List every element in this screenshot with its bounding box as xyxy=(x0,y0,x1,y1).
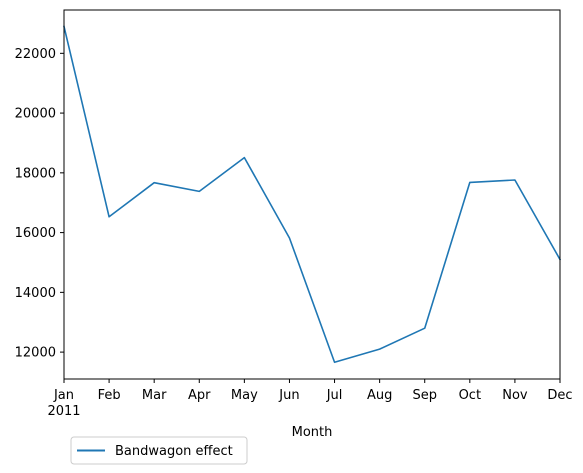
x-tick-label: Feb xyxy=(98,388,121,403)
x-tick-label: Jun xyxy=(278,388,299,403)
x-tick-year-label: 2011 xyxy=(47,404,80,419)
x-tick-label: May xyxy=(231,388,258,403)
x-tick-label: Apr xyxy=(188,388,211,403)
y-tick-label: 12000 xyxy=(15,346,56,361)
x-tick-label: Jan xyxy=(53,388,74,403)
x-axis-title: Month xyxy=(292,425,333,440)
x-tick-label: Nov xyxy=(502,388,528,403)
series-line-0 xyxy=(63,25,562,364)
x-tick-label: Jul xyxy=(326,388,343,403)
legend-box xyxy=(70,436,248,465)
plot-area-frame xyxy=(63,9,561,380)
x-tick-label: Mar xyxy=(142,388,167,403)
x-tick-label: Oct xyxy=(459,388,481,403)
legend: Bandwagon effect xyxy=(70,436,248,465)
series-layer xyxy=(63,25,562,364)
x-tick-label: Dec xyxy=(547,388,572,403)
legend-label-bandwagon-effect: Bandwagon effect xyxy=(115,444,233,459)
x-tick-label: Sep xyxy=(412,388,437,403)
x-axis-ticks: Jan Feb Mar Apr May Jun Jul Aug Sep Oct Nov Dec 2011 xyxy=(47,379,573,419)
y-tick-label: 14000 xyxy=(15,286,56,301)
y-tick-label: 18000 xyxy=(15,166,56,181)
x-tick-label: Aug xyxy=(367,388,392,403)
y-tick-label: 16000 xyxy=(15,226,56,241)
y-axis-ticks: 12000 14000 16000 18000 20000 22000 xyxy=(15,47,64,361)
y-tick-label: 20000 xyxy=(15,107,56,122)
y-tick-label: 22000 xyxy=(15,47,56,62)
